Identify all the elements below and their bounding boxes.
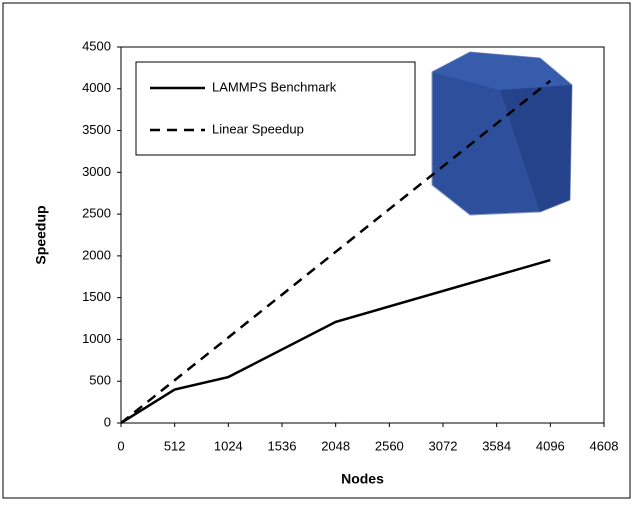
y-tick-label: 2000 — [82, 247, 111, 262]
y-tick-label: 2500 — [82, 206, 111, 221]
x-tick-label: 2560 — [375, 438, 404, 453]
x-axis-label: Nodes — [341, 471, 384, 487]
legend-label: Linear Speedup — [212, 121, 304, 136]
x-tick-label: 3072 — [429, 438, 458, 453]
data-line — [120, 258, 551, 425]
legend-label: LAMMPS Benchmark — [212, 79, 337, 94]
x-tick-label: 2048 — [321, 438, 350, 453]
y-axis-label: Speedup — [33, 205, 49, 264]
y-tick-label: 4000 — [82, 80, 111, 95]
x-tick-label: 1024 — [214, 438, 243, 453]
data-line — [120, 79, 552, 424]
x-tick-label: 4608 — [590, 438, 619, 453]
y-tick-label: 1000 — [82, 331, 111, 346]
cube-image — [431, 51, 573, 216]
legend — [135, 61, 416, 156]
x-tick-label: 512 — [164, 438, 186, 453]
y-tick-label: 0 — [104, 414, 111, 429]
plot-area — [120, 46, 605, 424]
y-tick-label: 1500 — [82, 289, 111, 304]
x-tick-label: 4096 — [536, 438, 565, 453]
y-tick-label: 3500 — [82, 122, 111, 137]
x-tick-label: 1536 — [268, 438, 297, 453]
y-tick-label: 3000 — [82, 164, 111, 179]
x-tick-label: 0 — [117, 438, 124, 453]
x-tick-label: 3584 — [482, 438, 511, 453]
y-tick-label: 4500 — [82, 38, 111, 53]
y-tick-label: 500 — [89, 373, 111, 388]
